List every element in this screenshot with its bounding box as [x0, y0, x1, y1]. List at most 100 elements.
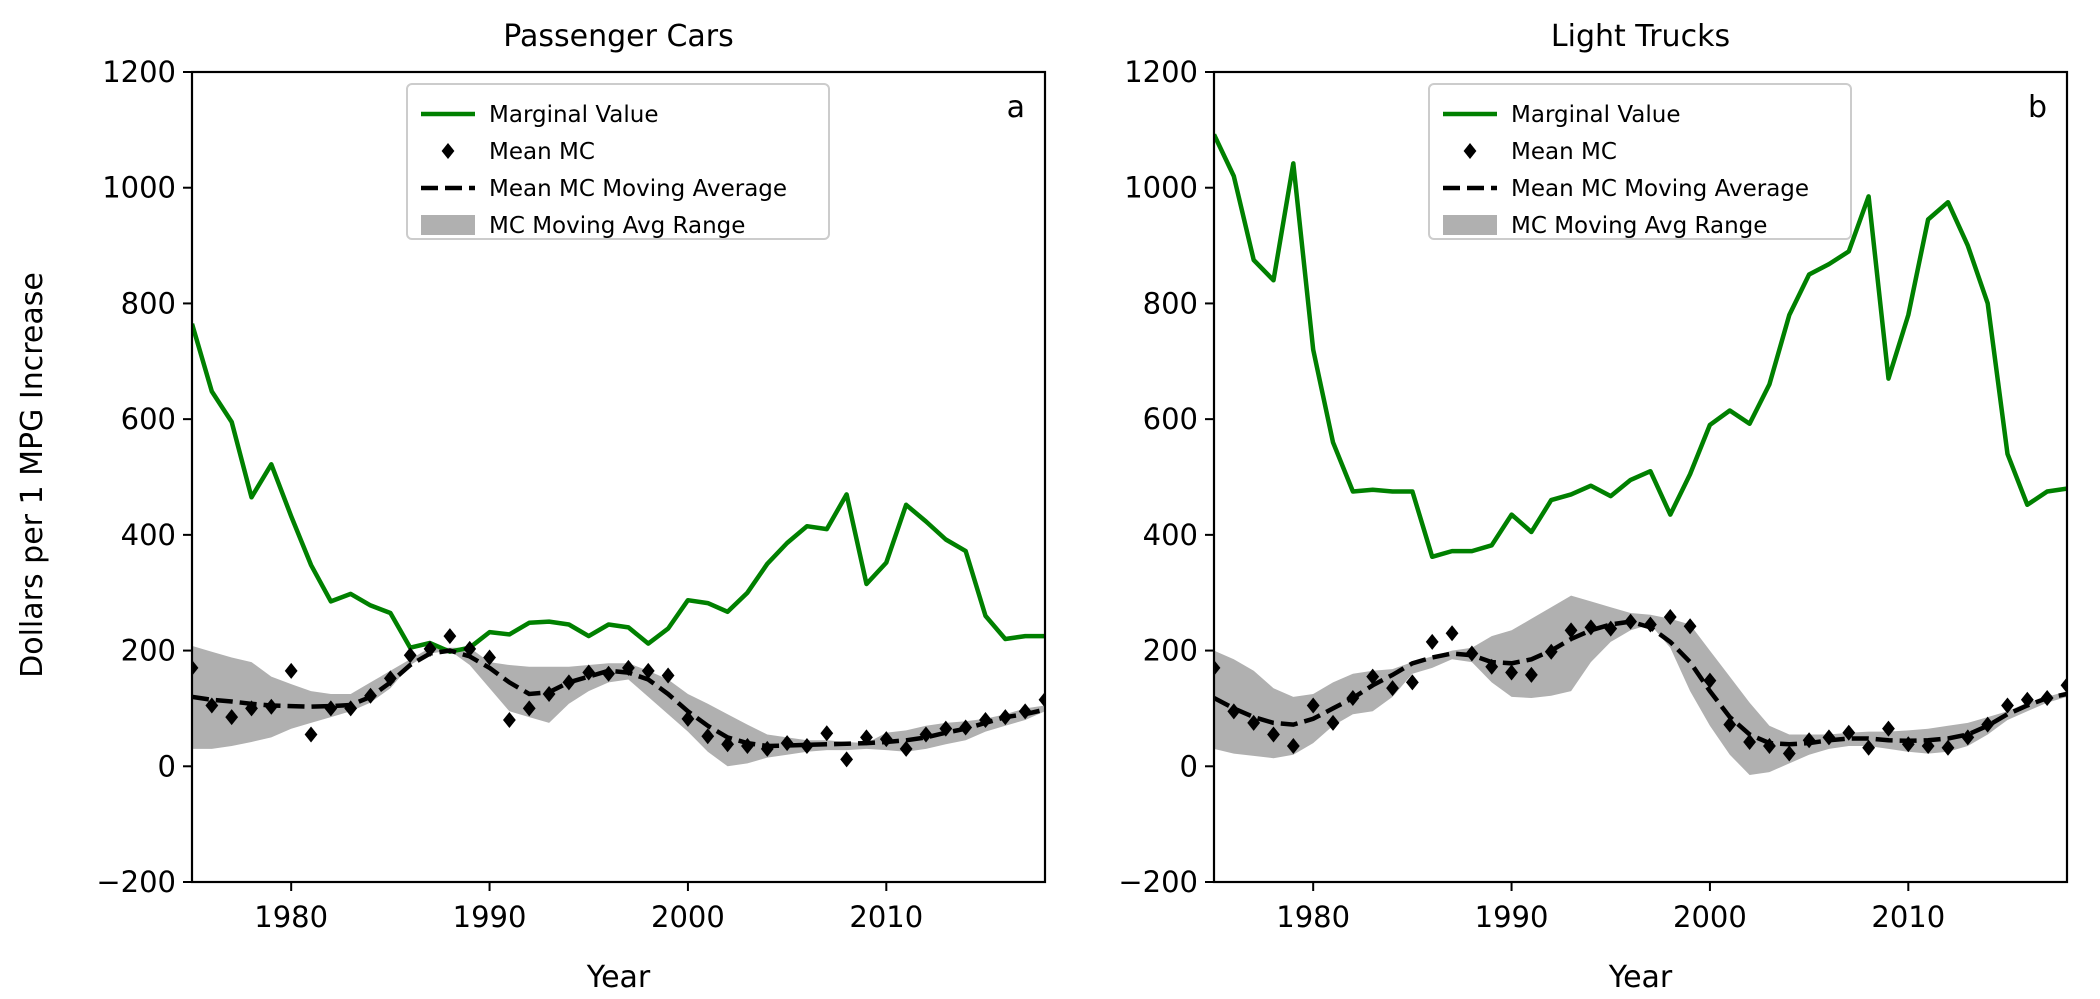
y-tick-label: −200	[1118, 865, 1198, 899]
mean-mc-point	[1882, 720, 1895, 737]
mean-mc-point	[840, 751, 854, 768]
mean-mc-point	[1505, 664, 1518, 681]
mean-mc-point	[1286, 738, 1300, 755]
y-tick-label: 0	[158, 749, 176, 783]
mean-mc-point	[800, 738, 814, 755]
mean-mc-point	[820, 725, 834, 742]
mean-mc-point	[1346, 690, 1360, 707]
mean-mc-point	[1763, 738, 1776, 755]
mean-mc-point	[284, 662, 298, 679]
y-tick-label: 1200	[102, 55, 176, 89]
mean-mc-point	[205, 697, 219, 714]
mean-mc-point	[483, 649, 496, 666]
legend: Marginal Value Mean MC Mean MC Moving Aver…	[406, 83, 830, 240]
y-tick-label: 400	[121, 518, 176, 552]
mean-mc-point	[1524, 666, 1538, 683]
mean-mc-point	[1564, 622, 1578, 639]
mean-mc-point	[1782, 745, 1796, 762]
mean-mc-point	[463, 640, 477, 657]
legend-label: Mean MC Moving Average	[489, 176, 787, 202]
legend-label: Marginal Value	[489, 102, 659, 128]
legend-label: MC Moving Avg Range	[489, 213, 745, 239]
x-tick-label: 2010	[849, 900, 923, 934]
legend-swatch-marker	[1463, 143, 1477, 159]
legend-label: Mean MC Moving Average	[1511, 176, 1809, 202]
series-mean-mc-moving-average	[192, 648, 1045, 749]
y-tick-label: 200	[121, 634, 176, 668]
mean-mc-point	[1038, 691, 1045, 708]
mean-mc-point	[1227, 703, 1241, 720]
mean-mc-point	[2020, 691, 2034, 708]
mean-mc-point	[1214, 659, 1221, 676]
legend-box	[1428, 83, 1852, 240]
mean-mc-point	[1862, 739, 1876, 756]
mean-mc-point	[1247, 714, 1261, 731]
legend-swatch-marker	[441, 143, 455, 159]
mean-mc-point	[1326, 714, 1340, 731]
mean-mc-point	[1921, 738, 1935, 755]
legend-entry: Mean MC Moving Average	[421, 176, 787, 202]
legend-entry: Marginal Value	[421, 102, 659, 128]
mean-mc-point	[1941, 739, 1955, 756]
mean-mc-point	[701, 728, 715, 745]
mean-mc-point	[721, 736, 735, 753]
mean-mc-point	[760, 740, 774, 757]
mean-mc-point	[245, 700, 258, 717]
legend: Marginal Value Mean MC Mean MC Moving Aver…	[1428, 83, 1852, 240]
axes-frame	[190, 70, 1047, 884]
panel-light-trucks: −200 0 200 400 600 800 1000 1200 1980 1990 2000 201…	[1118, 19, 2069, 995]
x-axis-label: Year	[1608, 960, 1673, 995]
x-tick-label: 2000	[1673, 900, 1747, 934]
mean-mc-point	[1663, 609, 1677, 626]
x-tick-label: 2000	[651, 900, 725, 934]
mean-mc-point	[364, 687, 377, 704]
mean-mc-point	[264, 698, 278, 715]
legend-entry: Mean MC	[441, 139, 595, 165]
y-tick-label: 800	[1143, 286, 1198, 320]
x-tick-label: 1980	[1276, 900, 1350, 934]
legend-entry: Marginal Value	[1443, 102, 1681, 128]
mean-mc-point	[1485, 658, 1499, 675]
y-tick-label: 0	[1180, 749, 1198, 783]
mean-mc-point	[1644, 616, 1657, 633]
legend-entry: Mean MC Moving Average	[1443, 176, 1809, 202]
series-mc-moving-avg-range	[1214, 595, 2067, 775]
mean-mc-point	[959, 719, 973, 736]
mean-mc-point	[1267, 726, 1280, 743]
legend-label: Mean MC	[1511, 139, 1617, 165]
series-marginal-value	[1214, 133, 2067, 560]
legend-entry: MC Moving Avg Range	[421, 213, 745, 239]
y-tick-label: 600	[1143, 402, 1198, 436]
mean-mc-point	[1366, 668, 1380, 685]
y-tick-label: −200	[96, 865, 176, 899]
mean-mc-point	[2001, 697, 2014, 714]
x-tick-label: 2010	[1871, 900, 1945, 934]
mean-mc-point	[919, 726, 933, 743]
mean-mc-point	[1822, 729, 1836, 746]
x-tick-label: 1980	[254, 900, 328, 934]
mean-mc-point	[1743, 733, 1757, 750]
mean-mc-point	[1386, 680, 1399, 697]
mean-mc-point	[344, 700, 358, 717]
x-tick-label: 1990	[1475, 900, 1549, 934]
panel-letter: a	[1007, 90, 1025, 125]
mean-mc-point	[1703, 672, 1717, 689]
mean-mc-point	[443, 628, 457, 645]
mean-mc-point	[225, 709, 239, 726]
panel-title: Passenger Cars	[503, 19, 734, 54]
legend-label: Mean MC	[489, 139, 595, 165]
mean-mc-point	[2040, 690, 2054, 707]
legend-swatch-band	[1443, 215, 1497, 235]
y-tick-label: 1000	[1124, 171, 1198, 205]
x-tick-label: 1990	[453, 900, 527, 934]
series-mean-mc	[192, 628, 1045, 768]
mean-mc-point	[879, 731, 893, 748]
panel-letter: b	[2028, 90, 2047, 125]
mean-mc-point	[1604, 620, 1618, 637]
panel-passenger-cars: −200 0 200 400 600 800 1000 1200 1980 1990 2000 201…	[96, 19, 1047, 995]
panel-title: Light Trucks	[1551, 19, 1730, 54]
series-marginal-value	[192, 323, 1045, 654]
mean-mc-point	[1981, 716, 1995, 733]
mean-mc-point	[998, 709, 1012, 726]
mean-mc-point	[2060, 677, 2067, 694]
